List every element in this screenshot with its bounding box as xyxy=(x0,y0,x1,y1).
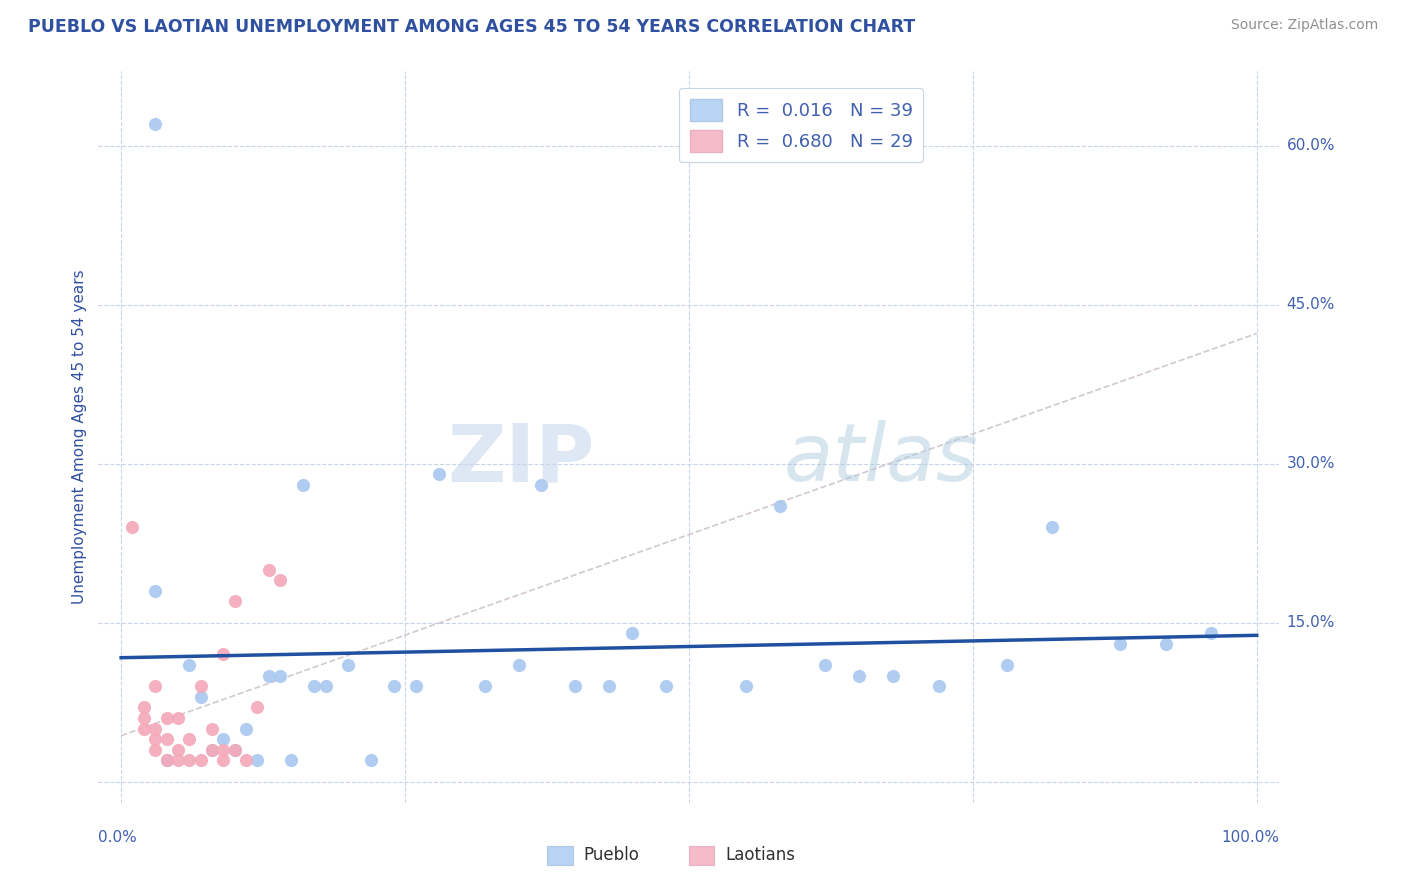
Point xyxy=(257,563,280,577)
Text: Laotians: Laotians xyxy=(725,847,796,864)
Point xyxy=(564,679,586,693)
Point xyxy=(212,648,235,662)
Point xyxy=(155,753,177,767)
Point xyxy=(734,679,756,693)
Text: 15.0%: 15.0% xyxy=(1286,615,1334,630)
Text: PUEBLO VS LAOTIAN UNEMPLOYMENT AMONG AGES 45 TO 54 YEARS CORRELATION CHART: PUEBLO VS LAOTIAN UNEMPLOYMENT AMONG AGE… xyxy=(28,18,915,36)
Point xyxy=(315,679,337,693)
Point xyxy=(1109,637,1132,651)
Text: atlas: atlas xyxy=(783,420,979,498)
Point xyxy=(235,722,257,736)
Point xyxy=(179,753,201,767)
Text: Pueblo: Pueblo xyxy=(583,847,640,864)
Point xyxy=(179,658,201,673)
Point xyxy=(246,753,269,767)
Point xyxy=(360,753,382,767)
Point xyxy=(179,732,201,747)
Text: 30.0%: 30.0% xyxy=(1286,456,1334,471)
Text: 45.0%: 45.0% xyxy=(1286,297,1334,312)
Text: 0.0%: 0.0% xyxy=(98,830,138,845)
Point xyxy=(769,499,792,513)
Point xyxy=(530,477,553,491)
Point xyxy=(132,711,155,725)
Point xyxy=(212,753,235,767)
Point xyxy=(427,467,450,482)
Point xyxy=(167,743,190,757)
Point xyxy=(508,658,530,673)
Point xyxy=(224,743,246,757)
Point xyxy=(155,711,177,725)
Point xyxy=(167,711,190,725)
Point xyxy=(405,679,427,693)
Point xyxy=(257,668,280,682)
Point xyxy=(201,743,224,757)
Point xyxy=(382,679,405,693)
Point xyxy=(291,477,314,491)
Point xyxy=(928,679,950,693)
Point xyxy=(132,722,155,736)
Point xyxy=(848,668,870,682)
Point xyxy=(224,743,246,757)
Point xyxy=(143,722,166,736)
Point xyxy=(190,679,212,693)
Point xyxy=(302,679,325,693)
Point xyxy=(143,679,166,693)
Point xyxy=(246,700,269,714)
Point xyxy=(132,700,155,714)
Point xyxy=(1201,626,1223,640)
Point xyxy=(167,753,190,767)
Point xyxy=(201,743,224,757)
Text: 60.0%: 60.0% xyxy=(1286,138,1334,153)
Point xyxy=(337,658,360,673)
Point xyxy=(1154,637,1177,651)
Point xyxy=(190,753,212,767)
Point xyxy=(143,117,166,131)
Point xyxy=(235,753,257,767)
Point xyxy=(224,594,246,608)
Point xyxy=(655,679,678,693)
Point xyxy=(882,668,904,682)
Y-axis label: Unemployment Among Ages 45 to 54 years: Unemployment Among Ages 45 to 54 years xyxy=(72,269,87,605)
Point xyxy=(269,573,291,587)
Point xyxy=(155,732,177,747)
Point xyxy=(1040,520,1063,534)
Point xyxy=(474,679,496,693)
Point xyxy=(190,690,212,704)
Point xyxy=(598,679,620,693)
Point xyxy=(621,626,644,640)
Point xyxy=(814,658,837,673)
Point xyxy=(212,732,235,747)
Legend: R =  0.016   N = 39, R =  0.680   N = 29: R = 0.016 N = 39, R = 0.680 N = 29 xyxy=(679,87,924,162)
Point xyxy=(121,520,143,534)
Point xyxy=(143,583,166,598)
Point xyxy=(143,743,166,757)
Point xyxy=(143,732,166,747)
Text: Source: ZipAtlas.com: Source: ZipAtlas.com xyxy=(1230,18,1378,32)
Point xyxy=(201,722,224,736)
Point xyxy=(212,743,235,757)
Text: 100.0%: 100.0% xyxy=(1222,830,1279,845)
Point xyxy=(155,753,177,767)
Point xyxy=(995,658,1018,673)
Point xyxy=(280,753,302,767)
Point xyxy=(269,668,291,682)
Text: ZIP: ZIP xyxy=(447,420,595,498)
